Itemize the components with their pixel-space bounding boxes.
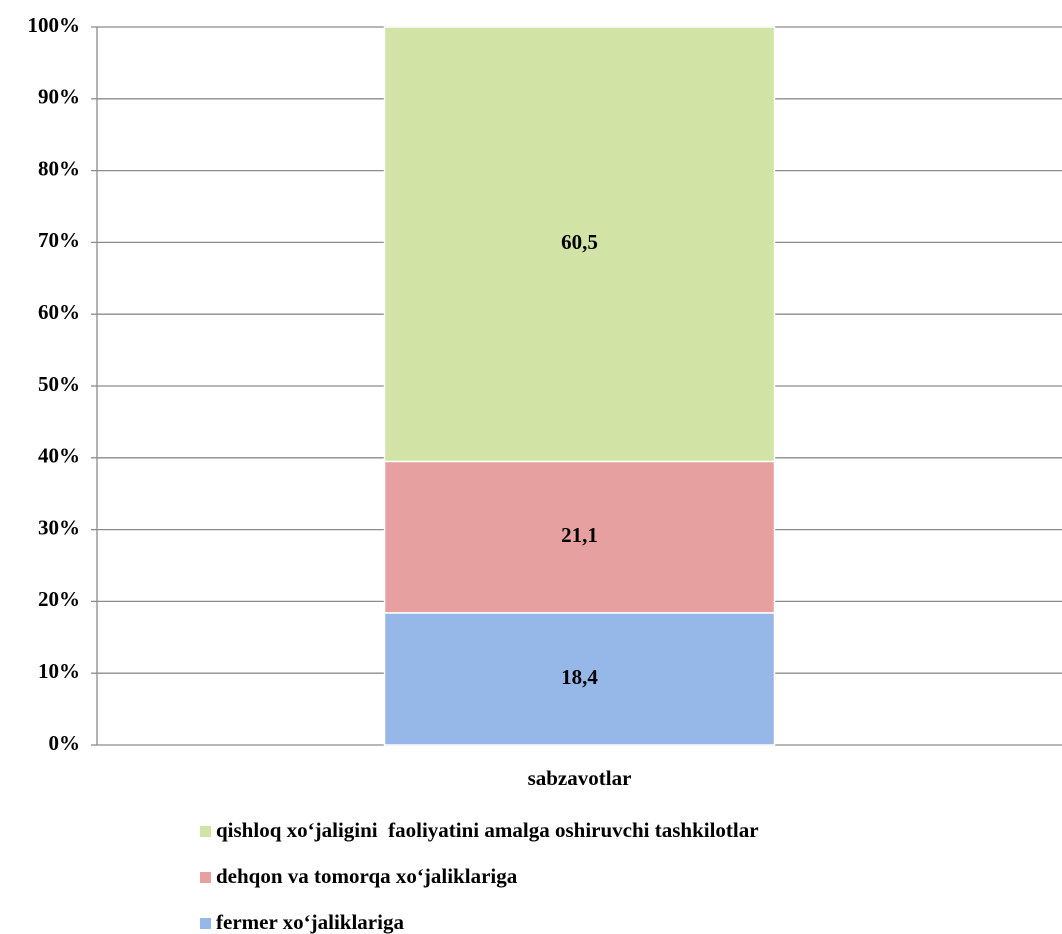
y-tick-label: 0% — [49, 731, 81, 755]
y-tick-label: 40% — [38, 444, 80, 468]
legend-label: qishloq xo‘jaligini faoliyatini amalga o… — [216, 818, 759, 842]
bar-segment — [383, 26, 776, 463]
y-tick-label: 60% — [38, 300, 80, 324]
y-tick-label: 10% — [38, 659, 80, 683]
bar-segment — [383, 460, 776, 614]
data-label: 60,5 — [561, 230, 598, 254]
bar-segment — [383, 612, 776, 746]
legend-label: dehqon va tomorqa xo‘jaliklariga — [216, 864, 518, 888]
x-tick-label: sabzavotlar — [528, 766, 632, 790]
y-tick-label: 30% — [38, 515, 80, 539]
y-tick-label: 100% — [28, 13, 81, 37]
y-tick-label: 20% — [38, 587, 80, 611]
y-tick-label: 90% — [38, 85, 80, 109]
y-tick-label: 70% — [38, 228, 80, 252]
legend-swatch — [200, 918, 211, 929]
y-tick-label: 50% — [38, 372, 80, 396]
y-tick-label: 80% — [38, 156, 80, 180]
legend-label: fermer xo‘jaliklariga — [216, 910, 404, 934]
legend-swatch — [200, 872, 211, 883]
legend-swatch — [200, 826, 211, 837]
data-label: 18,4 — [561, 665, 598, 689]
data-label: 21,1 — [561, 523, 598, 547]
